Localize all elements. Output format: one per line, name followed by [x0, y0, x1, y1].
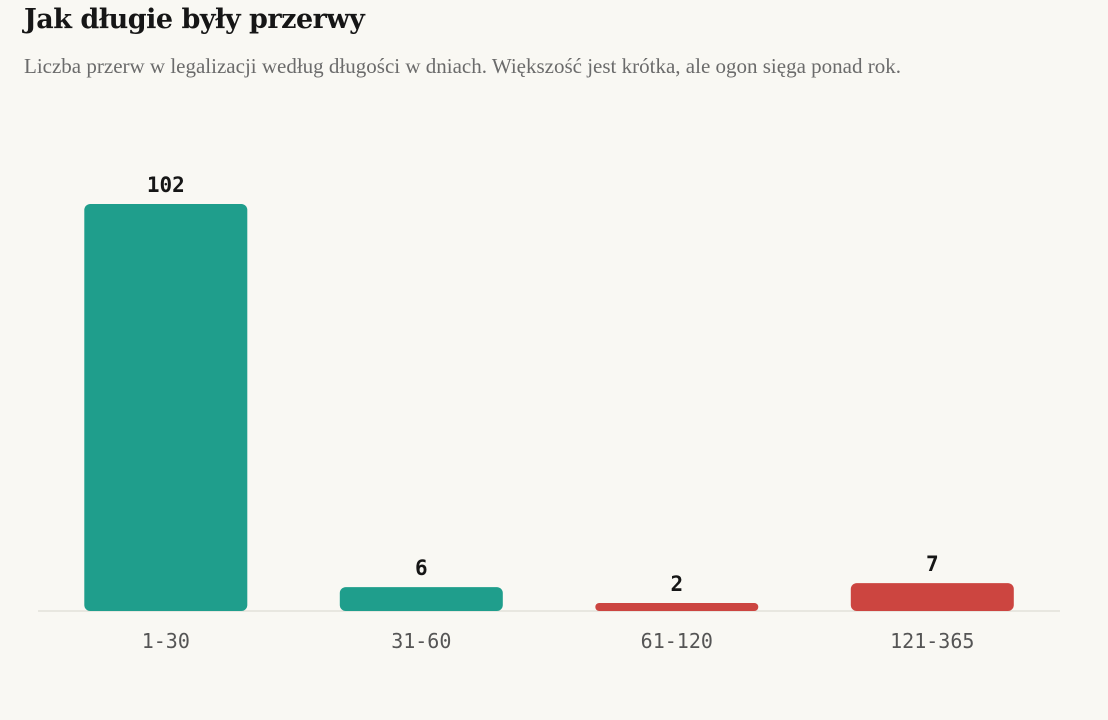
chart-subtitle: Liczba przerw w legalizacji według długo… — [24, 54, 901, 78]
bars-group — [84, 204, 1014, 611]
value-label-121-365: 7 — [926, 552, 939, 576]
category-label-31-60: 31-60 — [391, 629, 451, 653]
category-label-121-365: 121-365 — [890, 629, 974, 653]
bar-1-30 — [84, 204, 248, 611]
category-labels-group: 1-30 31-60 61-120 121-365 — [142, 629, 975, 653]
bar-121-365 — [850, 583, 1014, 611]
chart-title: Jak długie były przerwy — [24, 4, 365, 35]
value-label-31-60: 6 — [415, 556, 428, 580]
value-label-1-30: 102 — [147, 173, 185, 197]
bar-31-60 — [339, 587, 503, 611]
value-label-61-120: 2 — [670, 572, 683, 596]
category-label-1-30: 1-30 — [142, 629, 190, 653]
bar-61-120 — [595, 603, 759, 611]
category-label-61-120: 61-120 — [641, 629, 713, 653]
value-labels-group: 102 6 2 7 — [147, 173, 939, 596]
